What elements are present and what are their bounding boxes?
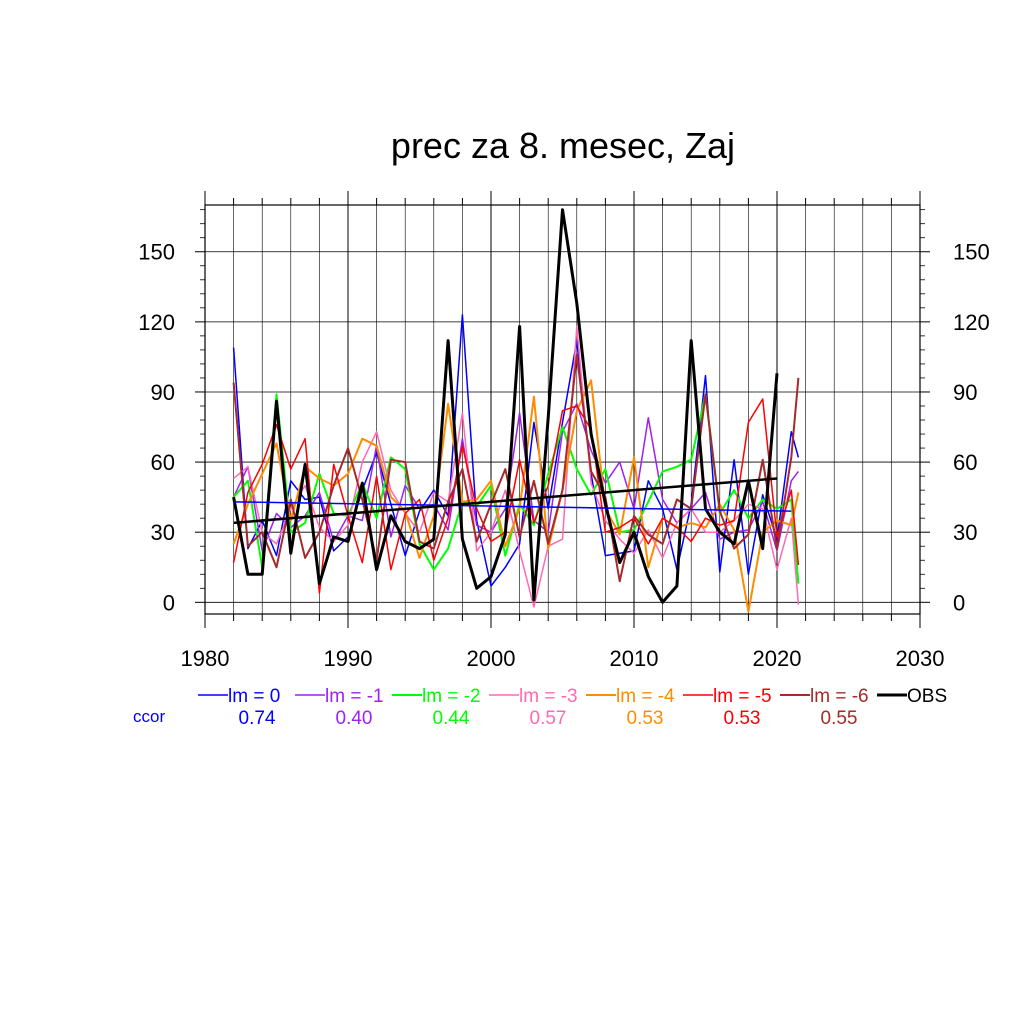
series-line-7 <box>232 208 779 604</box>
y-tick-label: 150 <box>138 240 175 265</box>
y-tick-label-right: 60 <box>953 450 977 475</box>
series-line-1 <box>232 402 799 552</box>
x-tick-label: 1990 <box>324 646 373 671</box>
y-tick-label: 60 <box>151 450 175 475</box>
legend-label-2: lm = -2 <box>422 686 481 707</box>
legend-label-5: lm = -5 <box>713 686 772 707</box>
y-tick-label-right: 120 <box>953 310 990 335</box>
correlation-value-2: 0.44 <box>433 708 470 729</box>
correlation-value-1: 0.40 <box>336 708 373 729</box>
series-line-6 <box>232 353 800 583</box>
plot-frame <box>204 204 921 615</box>
legend: lm = 0 lm = -1 lm = -2 lm = -3 lm = -4 lm = -… <box>198 686 947 707</box>
x-tick-label: 1980 <box>181 646 230 671</box>
series-line-5 <box>232 398 800 594</box>
grid <box>204 205 921 614</box>
y-tick-label-right: 90 <box>953 380 977 405</box>
legend-label-1: lm = -1 <box>325 686 384 707</box>
x-tick-label: 2030 <box>896 646 945 671</box>
x-tick-label: 2020 <box>753 646 802 671</box>
y-tick-label: 0 <box>163 590 175 615</box>
y-tick-label-right: 30 <box>953 520 977 545</box>
legend-label-3: lm = -3 <box>519 686 578 707</box>
trend-line-1 <box>233 477 778 525</box>
x-tick-label: 2000 <box>467 646 516 671</box>
series-lines <box>232 208 800 613</box>
series-line-0 <box>232 314 800 587</box>
x-tick-label: 2010 <box>610 646 659 671</box>
correlation-value-4: 0.53 <box>627 708 664 729</box>
ccor-label: ccor <box>133 707 165 726</box>
legend-label-0: lm = 0 <box>228 686 280 707</box>
correlation-value-3: 0.57 <box>530 708 567 729</box>
correlation-value-6: 0.55 <box>821 708 858 729</box>
legend-label-6: lm = -6 <box>810 686 869 707</box>
chart-title: prec za 8. mesec, Zaj <box>391 125 735 166</box>
y-tick-label: 90 <box>151 380 175 405</box>
trend-lines <box>233 477 792 525</box>
y-tick-labels: 0 0 30 30 60 60 90 90 120 120 150 150 <box>138 240 989 616</box>
series-line-3 <box>233 325 800 608</box>
correlation-value-0: 0.74 <box>239 708 276 729</box>
legend-label-4: lm = -4 <box>616 686 675 707</box>
correlation-value-5: 0.53 <box>724 708 761 729</box>
x-tick-labels: 1980 1990 2000 2010 2020 2030 <box>181 646 945 671</box>
y-tick-label: 30 <box>151 520 175 545</box>
y-tick-label-right: 150 <box>953 240 990 265</box>
trend-line-0 <box>233 501 792 512</box>
axis-ticks <box>195 191 930 628</box>
y-tick-label: 120 <box>138 310 175 335</box>
y-tick-label-right: 0 <box>953 590 965 615</box>
correlation-row: ccor 0.74 0.40 0.44 0.57 0.53 0.53 0.55 <box>133 707 857 729</box>
legend-label-7: OBS <box>907 686 947 707</box>
